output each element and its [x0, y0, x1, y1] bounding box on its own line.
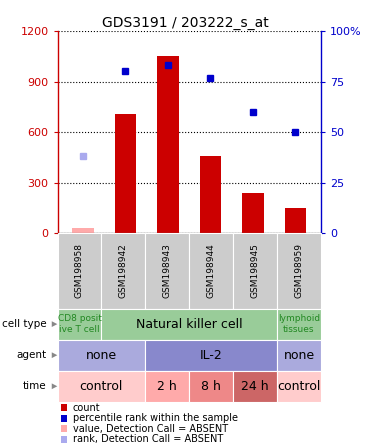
Text: rank, Detection Call = ABSENT: rank, Detection Call = ABSENT [73, 434, 223, 444]
Text: time: time [23, 381, 46, 391]
Text: agent: agent [16, 350, 46, 360]
Text: IL-2: IL-2 [200, 349, 223, 362]
Text: GSM198943: GSM198943 [163, 243, 172, 298]
Text: cell type: cell type [2, 319, 46, 329]
Text: GSM198942: GSM198942 [119, 243, 128, 298]
Text: 24 h: 24 h [241, 380, 269, 393]
Text: control: control [80, 380, 123, 393]
Text: GSM198944: GSM198944 [207, 243, 216, 298]
Bar [200, 156, 221, 233]
Bar [115, 114, 136, 233]
Text: GSM198959: GSM198959 [295, 243, 303, 298]
Text: CD8 posit
ive T cell: CD8 posit ive T cell [58, 314, 101, 334]
Text: value, Detection Call = ABSENT: value, Detection Call = ABSENT [73, 424, 228, 434]
Bar [157, 56, 178, 233]
Text: control: control [277, 380, 321, 393]
Text: GSM198958: GSM198958 [75, 243, 84, 298]
Text: count: count [73, 403, 100, 412]
Text: Natural killer cell: Natural killer cell [136, 317, 243, 331]
Bar [285, 208, 306, 233]
Bar [72, 228, 93, 233]
Bar [242, 193, 263, 233]
Text: percentile rank within the sample: percentile rank within the sample [73, 413, 238, 423]
Text: 8 h: 8 h [201, 380, 221, 393]
Text: GSM198945: GSM198945 [250, 243, 260, 298]
Text: 2 h: 2 h [157, 380, 177, 393]
Text: lymphoid
tissues: lymphoid tissues [278, 314, 320, 334]
Text: none: none [283, 349, 315, 362]
Text: GDS3191 / 203222_s_at: GDS3191 / 203222_s_at [102, 16, 269, 30]
Text: none: none [86, 349, 117, 362]
